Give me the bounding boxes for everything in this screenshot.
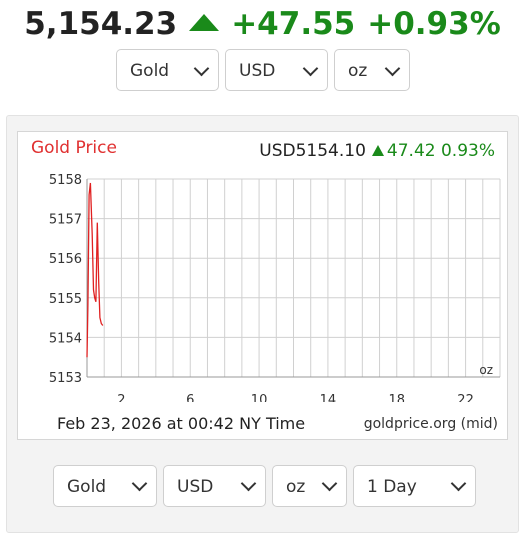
x-tick-label: 14 bbox=[320, 393, 337, 402]
unit-select[interactable]: oz bbox=[334, 49, 410, 91]
headline-quote: 5,154.23 +47.55 +0.93% bbox=[0, 6, 525, 42]
chart-unit-label: oz bbox=[479, 363, 493, 377]
chevron-down-icon bbox=[450, 475, 467, 492]
bottom-currency-select[interactable]: USD bbox=[163, 465, 266, 507]
x-tick-label: 10 bbox=[251, 393, 268, 402]
range-select-value: 1 Day bbox=[367, 477, 417, 497]
chart-grid bbox=[86, 178, 501, 378]
chart-quote: USD5154.10 47.42 0.93% bbox=[259, 141, 495, 161]
chart-series bbox=[86, 182, 104, 358]
up-triangle-icon bbox=[189, 14, 220, 31]
chevron-down-icon bbox=[321, 475, 338, 492]
chart-source: goldprice.org (mid) bbox=[363, 416, 498, 432]
price-change-percent: +0.93% bbox=[367, 6, 501, 42]
chart-quote-change: 47.42 bbox=[386, 141, 436, 161]
y-tick-label: 5158 bbox=[49, 173, 82, 188]
chevron-down-icon bbox=[193, 60, 210, 77]
x-tick-label: 22 bbox=[457, 393, 474, 402]
chevron-down-icon bbox=[131, 475, 148, 492]
x-tick-label: 2 bbox=[117, 393, 125, 402]
price-header: 5,154.23 +47.55 +0.93% Gold USD oz bbox=[0, 0, 525, 110]
unit-select-value: oz bbox=[348, 61, 368, 81]
bottom-currency-select-value: USD bbox=[177, 477, 214, 497]
currency-select[interactable]: USD bbox=[225, 49, 328, 91]
y-tick-label: 5157 bbox=[49, 213, 82, 228]
up-triangle-icon bbox=[371, 144, 384, 156]
chevron-down-icon bbox=[384, 60, 401, 77]
chart-quote-change-percent: 0.93% bbox=[440, 141, 495, 161]
bottom-metal-select[interactable]: Gold bbox=[53, 465, 157, 507]
y-tick-label: 5153 bbox=[49, 371, 82, 386]
y-tick-label: 5155 bbox=[49, 292, 82, 307]
y-tick-label: 5156 bbox=[49, 252, 82, 267]
bottom-unit-select[interactable]: oz bbox=[272, 465, 347, 507]
gold-price-chart: Gold Price USD5154.10 47.42 0.93% 5153 515… bbox=[17, 131, 508, 440]
chart-quote-price: USD5154.10 bbox=[259, 141, 366, 161]
x-tick-label: 18 bbox=[388, 393, 405, 402]
x-tick-label: 6 bbox=[186, 393, 194, 402]
currency-select-value: USD bbox=[239, 61, 276, 81]
chevron-down-icon bbox=[302, 60, 319, 77]
metal-select[interactable]: Gold bbox=[116, 49, 219, 91]
price-change: +47.55 bbox=[231, 6, 356, 42]
chart-plot: 5153 5154 5155 5156 5157 5158 2 6 10 14 18 22 oz bbox=[49, 173, 501, 402]
price-series-line bbox=[86, 182, 104, 358]
metal-select-value: Gold bbox=[130, 61, 170, 81]
range-select[interactable]: 1 Day bbox=[353, 465, 476, 507]
current-price: 5,154.23 bbox=[24, 6, 178, 42]
chart-axes: 5153 5154 5155 5156 5157 5158 2 6 10 14 18 22 bbox=[49, 173, 500, 402]
chevron-down-icon bbox=[240, 475, 257, 492]
y-tick-label: 5154 bbox=[49, 331, 82, 346]
chart-title: Gold Price bbox=[31, 138, 117, 158]
bottom-metal-select-value: Gold bbox=[67, 477, 107, 497]
bottom-unit-select-value: oz bbox=[286, 477, 306, 497]
chart-timestamp: Feb 23, 2026 at 00:42 NY Time bbox=[57, 414, 306, 433]
